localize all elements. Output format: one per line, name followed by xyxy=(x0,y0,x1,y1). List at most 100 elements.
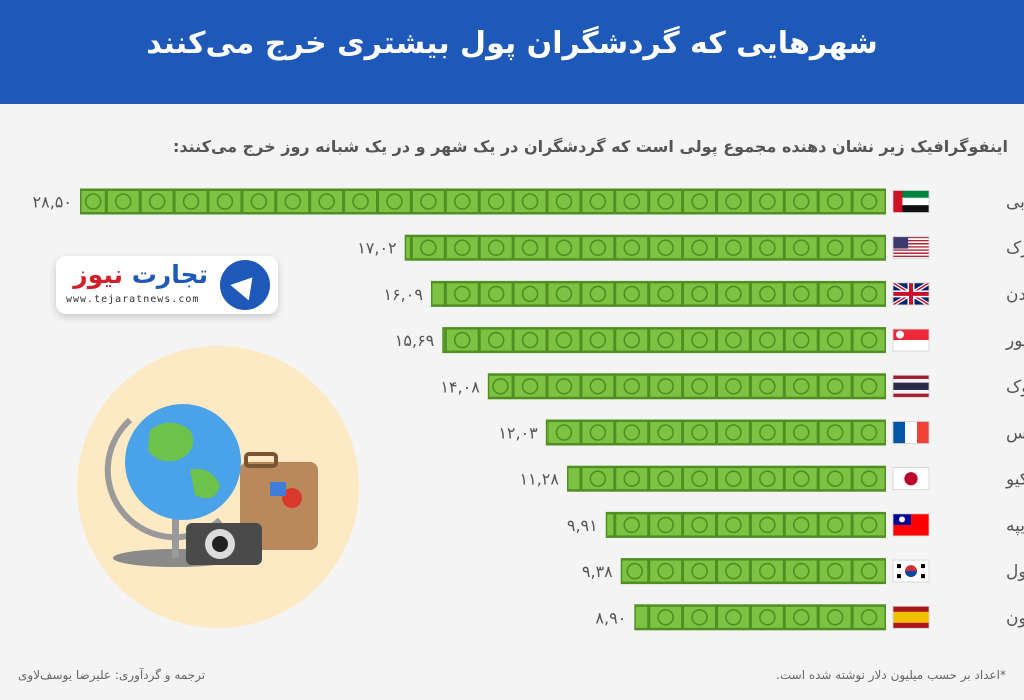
money-bill-seal-icon xyxy=(623,516,641,534)
tejaratnews-logo: تجارت نیوز www.tejaratnews.com xyxy=(56,256,278,314)
category-label: توکیو xyxy=(1005,470,1024,490)
money-bill-icon xyxy=(650,606,682,628)
money-bill-seal-icon xyxy=(453,331,471,349)
money-bill-seal-icon xyxy=(826,193,844,210)
money-bill-seal-icon xyxy=(589,193,607,210)
money-bill-seal-icon xyxy=(759,285,776,303)
money-bill-seal-icon xyxy=(453,239,471,256)
money-bill-seal-icon xyxy=(826,424,844,441)
money-bill-icon xyxy=(345,191,376,212)
money-bill-seal-icon xyxy=(725,377,742,395)
money-bill-seal-icon xyxy=(860,193,878,210)
money-bill-seal-icon xyxy=(691,470,708,488)
value-label: ۹,۳۸ xyxy=(582,562,613,581)
money-bill-seal-icon xyxy=(691,516,708,534)
money-bill-icon xyxy=(819,237,851,259)
money-bill-seal-icon xyxy=(725,239,742,256)
money-bill-seal-icon xyxy=(182,193,200,210)
money-bill-seal-icon xyxy=(725,424,742,441)
money-bill-seal-icon xyxy=(148,193,166,210)
footnote: *اعداد بر حسب میلیون دلار نوشته شده است. xyxy=(776,668,1006,682)
money-bill-icon xyxy=(819,468,851,490)
money-bill-seal-icon xyxy=(860,562,878,580)
money-bill-seal-icon xyxy=(555,377,573,395)
money-bill-seal-icon xyxy=(657,608,674,626)
money-bill-seal-icon xyxy=(352,193,369,210)
money-bill-icon xyxy=(616,514,648,536)
money-bill-seal-icon xyxy=(860,377,878,395)
money-bill-seal-icon xyxy=(657,239,674,256)
money-bill-seal-icon xyxy=(691,562,708,580)
money-bill-seal-icon xyxy=(623,193,641,210)
money-bill-icon xyxy=(785,606,817,628)
money-bill-icon xyxy=(650,514,682,536)
camera-lens-inner-icon xyxy=(212,536,228,552)
money-bill-icon xyxy=(514,375,546,397)
money-bill-seal-icon xyxy=(759,424,776,441)
category-label: سئول xyxy=(1006,562,1024,582)
money-bill-icon xyxy=(446,237,478,259)
money-bill-seal-icon xyxy=(453,193,471,210)
money-bill-seal-icon xyxy=(860,424,878,441)
money-bill-icon xyxy=(751,329,783,351)
money-bill-icon xyxy=(582,375,614,397)
money-bill-seal-icon xyxy=(284,193,302,210)
thailand-flag-icon xyxy=(892,374,930,398)
money-bill-icon xyxy=(650,237,682,259)
money-bill-seal-icon xyxy=(792,331,810,349)
money-bill-seal-icon xyxy=(521,377,539,395)
money-bill-seal-icon xyxy=(860,516,878,534)
south-korea-flag-icon xyxy=(892,559,930,583)
money-bill-icon xyxy=(443,329,445,351)
money-bill-seal-icon xyxy=(657,377,674,395)
money-bill-icon xyxy=(819,375,851,397)
money-bill-seal-icon xyxy=(623,377,641,395)
category-label: بانکوک xyxy=(1006,377,1024,397)
money-bill-icon xyxy=(311,191,343,212)
value-label: ۱۶,۰۹ xyxy=(383,285,422,304)
suitcase-handle-icon xyxy=(244,452,278,468)
money-bill-seal-icon xyxy=(792,239,810,256)
money-bill-icon xyxy=(480,329,512,351)
money-bill-icon xyxy=(853,468,885,490)
money-bill-seal-icon xyxy=(860,608,878,626)
logo-name-main: تجارت xyxy=(131,260,208,289)
money-bill-icon xyxy=(514,191,546,212)
spain-flag-icon xyxy=(892,605,930,629)
money-bill-icon xyxy=(582,468,614,490)
money-bill-seal-icon xyxy=(725,470,742,488)
money-bill-icon xyxy=(514,329,546,351)
money-bill-seal-icon xyxy=(555,424,573,441)
money-bill-icon xyxy=(785,191,817,212)
money-bill-seal-icon xyxy=(792,193,810,210)
chart-row: ۱۴,۰۸ بانکوک xyxy=(440,373,1024,400)
category-label: نیویورک xyxy=(1006,239,1024,259)
logo-name-accent: نیوز xyxy=(73,260,123,289)
money-bill-seal-icon xyxy=(826,285,844,303)
money-bill-icon xyxy=(480,283,512,305)
money-bill-icon xyxy=(718,329,749,351)
money-bill-seal-icon xyxy=(826,331,844,349)
money-bill-icon xyxy=(446,283,478,305)
money-bill-icon xyxy=(853,237,885,259)
money-bill-icon xyxy=(582,422,614,443)
money-bill-icon xyxy=(547,422,548,443)
money-bill-seal-icon xyxy=(691,424,708,441)
money-bill-icon xyxy=(751,375,783,397)
money-bill-icon xyxy=(277,191,309,212)
money-bill-icon xyxy=(819,606,851,628)
money-bill-seal-icon xyxy=(216,193,234,210)
money-bill-seal-icon xyxy=(589,331,607,349)
money-bill-seal-icon xyxy=(759,193,776,210)
money-bill-seal-icon xyxy=(725,608,742,626)
money-bill-seal-icon xyxy=(691,331,708,349)
money-bill-icon xyxy=(751,606,783,628)
money-bill-icon xyxy=(751,422,783,443)
money-bill-icon xyxy=(650,283,682,305)
money-bill-seal-icon xyxy=(826,239,844,256)
uae-flag-icon xyxy=(892,190,930,213)
money-bill-seal-icon xyxy=(657,470,674,488)
money-bill-seal-icon xyxy=(521,239,539,256)
money-bill-seal-icon xyxy=(792,424,810,441)
money-bill-icon xyxy=(853,375,885,397)
